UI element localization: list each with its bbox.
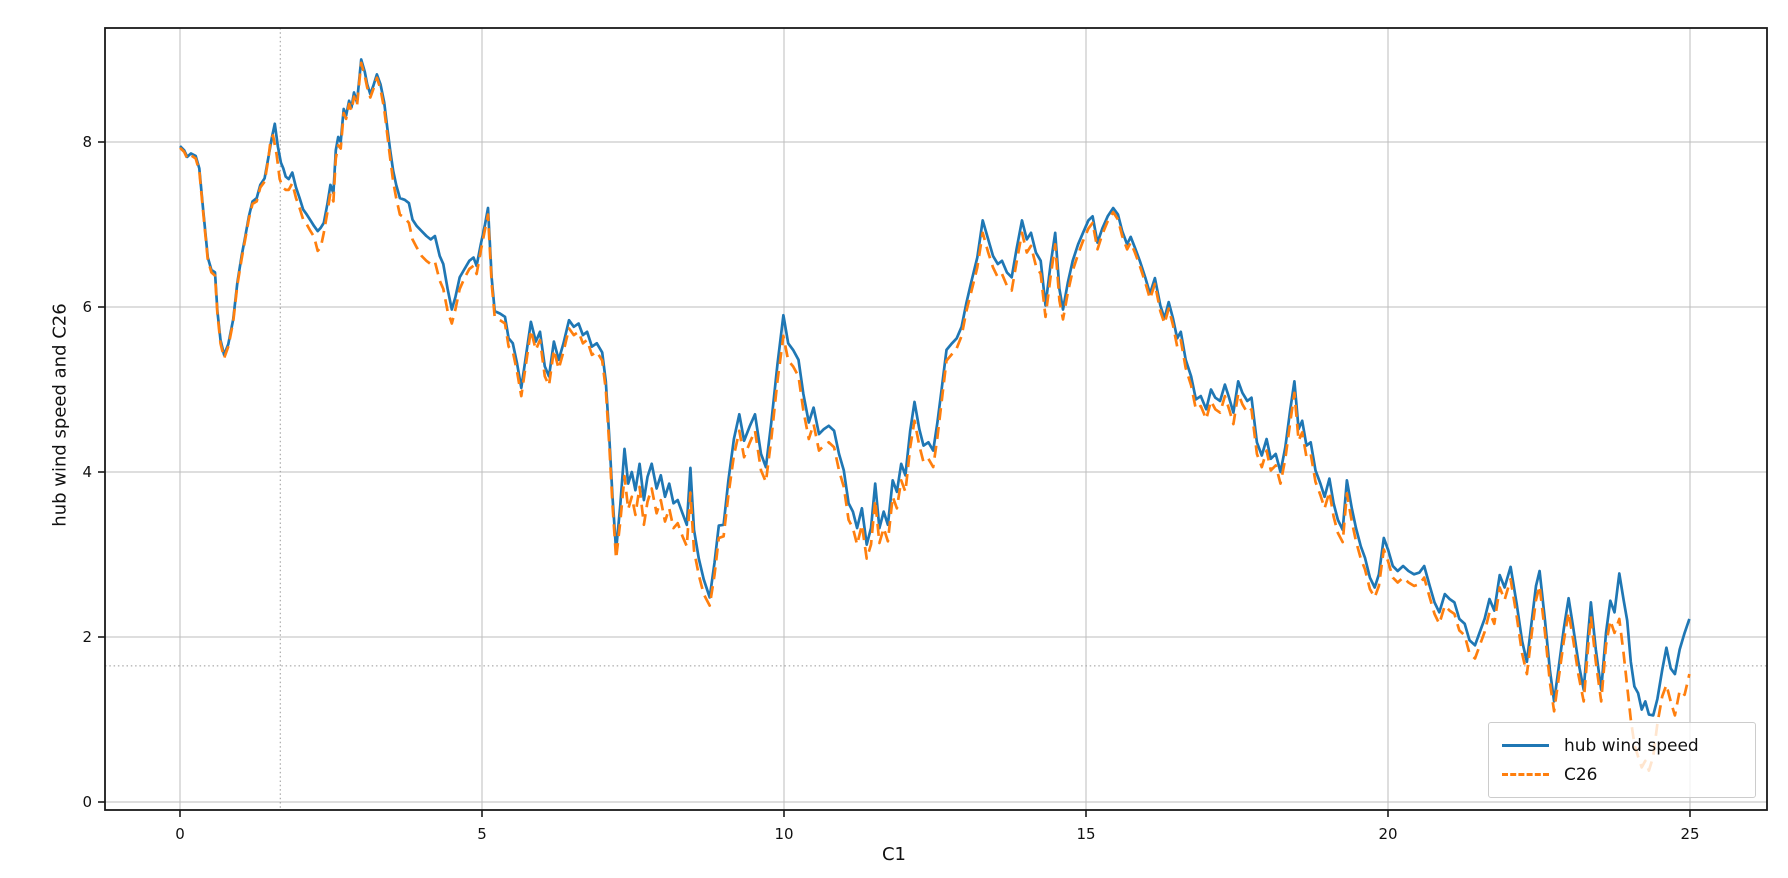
y-tick-label: 0 — [82, 793, 92, 811]
y-axis-label-text: hub wind speed and C26 — [49, 303, 71, 527]
legend-line-sample-dashed — [1502, 773, 1549, 776]
series-line-C26 — [179, 61, 1691, 772]
y-tick-label: 2 — [82, 628, 92, 646]
legend-label-hub-wind-speed: hub wind speed — [1564, 735, 1699, 756]
x-tick-label: 5 — [477, 825, 487, 843]
plot-border — [104, 27, 1768, 811]
x-tick-label: 15 — [1076, 825, 1095, 843]
x-tick-label: 10 — [774, 825, 793, 843]
x-axis-label: C1 — [881, 844, 907, 865]
y-tick-label: 4 — [82, 463, 92, 481]
x-tick-label: 20 — [1378, 825, 1397, 843]
y-tick-label: 6 — [82, 298, 92, 316]
legend-row-c26: C26 — [1502, 765, 1755, 785]
y-tick-label: 8 — [82, 133, 92, 151]
series-line-hub-wind-speed — [179, 58, 1691, 717]
x-tick-label: 25 — [1680, 825, 1699, 843]
legend-row-hub-wind-speed: hub wind speed — [1502, 736, 1755, 756]
legend-label-c26: C26 — [1564, 764, 1598, 785]
legend: hub wind speed C26 — [1488, 722, 1756, 798]
x-tick-label: 0 — [175, 825, 185, 843]
legend-line-sample-solid — [1502, 744, 1549, 747]
